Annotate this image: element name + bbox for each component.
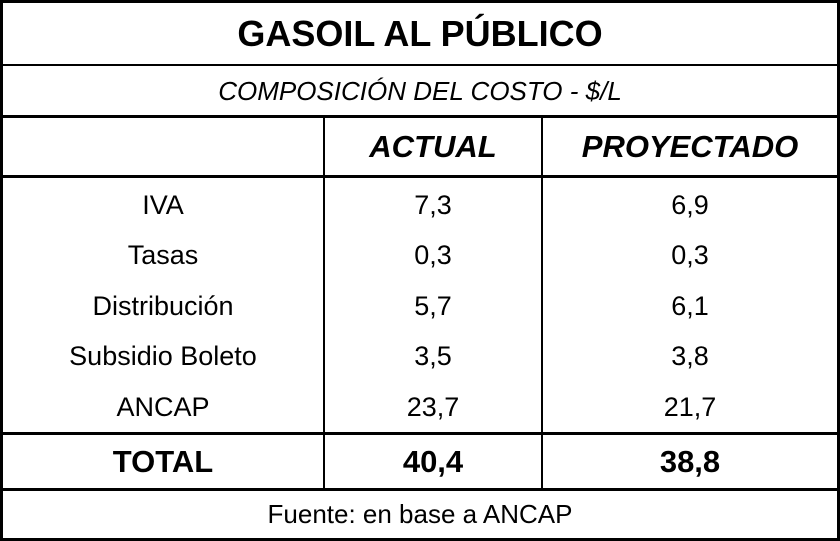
- value-cell: 21,7: [663, 391, 717, 422]
- rule: [3, 115, 837, 118]
- row-label: Subsidio Boleto: [69, 341, 257, 371]
- row-label: Distribución: [92, 290, 234, 321]
- row-label: Tasas: [127, 240, 199, 270]
- value-cell: 5,7: [414, 290, 452, 321]
- value-cell: 23,7: [406, 391, 460, 422]
- value-cell: 7,3: [414, 189, 452, 220]
- total-label: TOTAL: [112, 443, 214, 479]
- value-cell: 6,1: [671, 290, 709, 321]
- footer: Fuente: en base a ANCAP: [267, 499, 573, 529]
- rule: [3, 175, 837, 178]
- subtitle: COMPOSICIÓN DEL COSTO - $/L: [218, 75, 622, 106]
- column-header: ACTUAL: [369, 128, 497, 164]
- column-rule: [323, 118, 325, 488]
- row-label: ANCAP: [116, 391, 210, 422]
- value-cell: 3,5: [414, 341, 452, 371]
- value-cell: 0,3: [671, 240, 709, 270]
- value-cell: 3,8: [671, 341, 709, 371]
- rule: [3, 488, 837, 491]
- total-value: 38,8: [659, 443, 721, 479]
- row-label: IVA: [142, 189, 184, 220]
- rule: [3, 432, 837, 435]
- value-cell: 0,3: [414, 240, 452, 270]
- title: GASOIL AL PÚBLICO: [237, 13, 603, 54]
- rule: [3, 64, 837, 66]
- total-value: 40,4: [402, 443, 464, 479]
- column-header: PROYECTADO: [581, 128, 799, 164]
- column-rule: [541, 118, 543, 488]
- value-cell: 6,9: [671, 189, 709, 220]
